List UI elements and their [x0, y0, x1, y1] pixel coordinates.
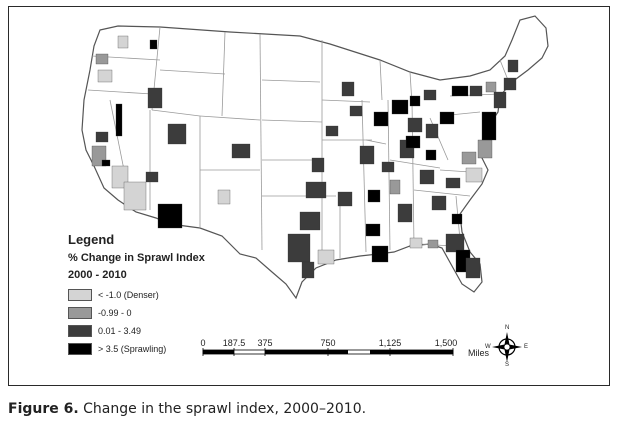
metro-region [299, 211, 321, 231]
scale-bar-segment [265, 350, 348, 354]
legend-item-label: < -1.0 (Denser) [98, 290, 159, 300]
metro-region [145, 171, 159, 183]
metro-region [117, 35, 129, 49]
metro-region [469, 85, 483, 97]
metro-region [95, 53, 109, 65]
metro-region [431, 195, 447, 211]
metro-region [477, 139, 493, 159]
metro-region [167, 123, 187, 145]
metro-region [389, 179, 401, 195]
metro-region [507, 59, 519, 73]
metro-region [123, 181, 147, 211]
compass-east-label: E [524, 344, 529, 350]
compass-west-label: W [485, 344, 491, 350]
metro-region [423, 89, 437, 101]
legend-title: Legend [68, 232, 115, 247]
metro-region [451, 85, 469, 97]
metro-region [217, 189, 231, 205]
metro-region [373, 111, 389, 127]
metro-region [397, 203, 413, 223]
scale-tick-label: 0 [200, 338, 206, 348]
metro-region [101, 159, 111, 167]
metro-region [425, 123, 439, 139]
metro-region [311, 157, 325, 173]
metro-region [115, 103, 123, 137]
metro-region [341, 81, 355, 97]
legend-swatch [68, 307, 92, 319]
metro-region [97, 69, 113, 83]
metro-region [451, 213, 463, 225]
metro-region [419, 169, 435, 185]
metro-region [485, 81, 497, 93]
metro-region [95, 131, 109, 143]
legend-item-denser: < -1.0 (Denser) [68, 288, 159, 302]
metro-region [359, 145, 375, 165]
metro-region [409, 237, 423, 249]
legend-item-moderate: 0.01 - 3.49 [68, 324, 141, 338]
legend-item-sprawling: > 3.5 (Sprawling) [68, 342, 166, 356]
scale-tick-label: 375 [257, 338, 273, 348]
metro-region [287, 233, 311, 263]
scale-unit-label: Miles [468, 348, 490, 358]
metro-region [231, 143, 251, 159]
scale-bar [202, 348, 454, 356]
compass-south-label: S [505, 362, 510, 368]
metro-region [317, 249, 335, 265]
metro-region [381, 161, 395, 173]
metro-region [425, 149, 437, 161]
metro-region [465, 167, 483, 183]
metro-region [405, 135, 421, 149]
compass-north-label: N [505, 325, 510, 331]
metro-region [409, 95, 421, 107]
metro-region [301, 261, 315, 279]
metro-region [445, 233, 465, 253]
scale-tick-label: 750 [320, 338, 336, 348]
figure-caption-text: Change in the sprawl index, 2000–2010. [83, 401, 367, 417]
metro-region [503, 77, 517, 91]
metro-region [147, 87, 163, 109]
figure-caption-label: Figure 6. [8, 401, 79, 417]
metro-region [337, 191, 353, 207]
metro-region [371, 245, 389, 263]
metro-region [481, 111, 497, 141]
legend-subtitle-line2: 2000 - 2010 [68, 269, 127, 281]
metro-region [391, 99, 409, 115]
metro-region [461, 151, 477, 165]
metro-region [349, 105, 363, 117]
scale-tick-label: 1,125 [378, 338, 402, 348]
legend-swatch [68, 289, 92, 301]
compass-rose-icon [492, 332, 522, 362]
metro-region [367, 189, 381, 203]
legend-subtitle-line1: % Change in Sprawl Index [68, 252, 205, 264]
metro-region [407, 117, 423, 133]
metro-region [439, 111, 455, 125]
figure-caption: Figure 6. Change in the sprawl index, 20… [8, 401, 366, 417]
metro-region [157, 203, 183, 229]
metro-region [493, 91, 507, 109]
legend-swatch [68, 325, 92, 337]
scale-tick-label: 1,500 [434, 338, 458, 348]
metro-region [465, 257, 481, 279]
legend-item-label: -0.99 - 0 [98, 308, 132, 318]
legend-item-slight: -0.99 - 0 [68, 306, 132, 320]
metro-region [149, 39, 158, 50]
metro-regions [91, 35, 519, 279]
scale-bar-segment [203, 350, 234, 354]
legend-item-label: 0.01 - 3.49 [98, 326, 142, 336]
legend-item-label: > 3.5 (Sprawling) [98, 344, 167, 354]
metro-region [325, 125, 339, 137]
metro-region [445, 177, 461, 189]
scale-tick-label: 187.5 [222, 338, 246, 348]
metro-region [427, 239, 439, 249]
scale-bar-segment [370, 350, 453, 354]
legend-swatch [68, 343, 92, 355]
metro-region [365, 223, 381, 237]
metro-region [305, 181, 327, 199]
